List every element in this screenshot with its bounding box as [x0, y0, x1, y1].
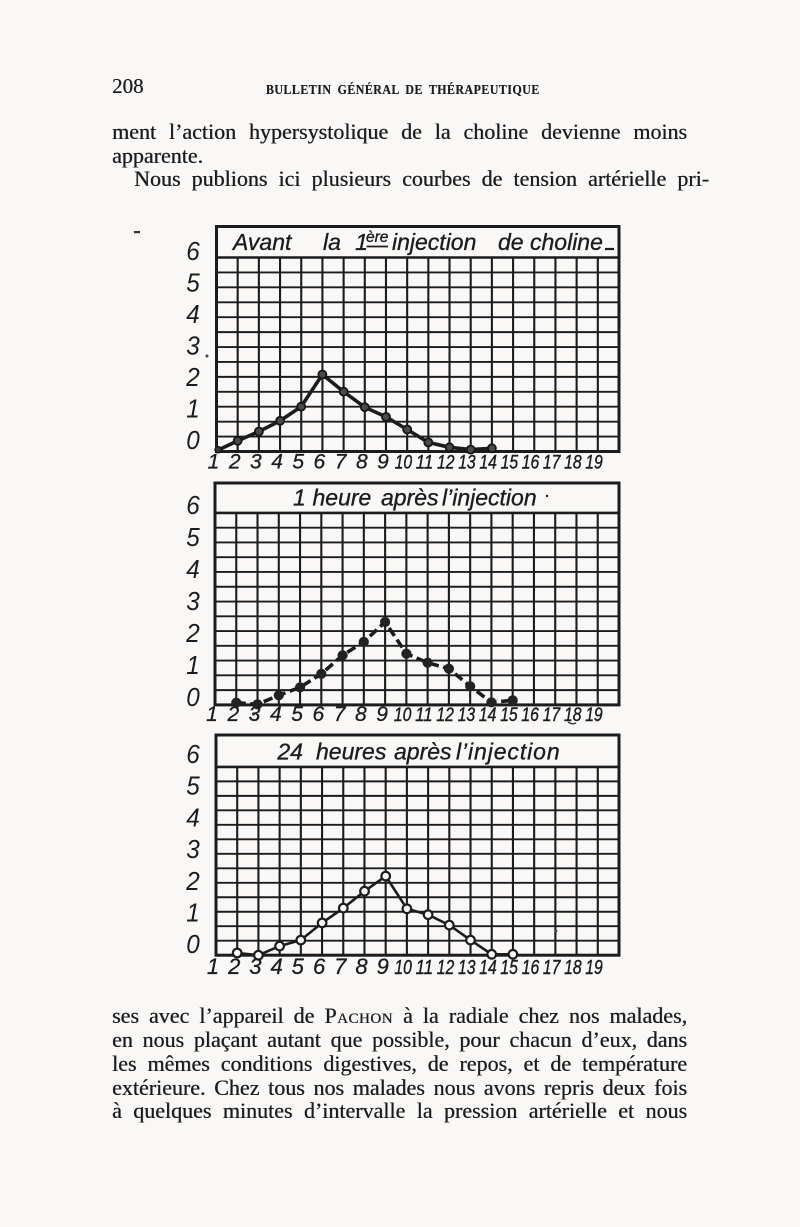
- svg-text:14: 14: [479, 705, 497, 726]
- svg-text:la: la: [323, 229, 341, 255]
- svg-text:3: 3: [186, 331, 200, 361]
- svg-text:1: 1: [186, 898, 200, 928]
- svg-text:9: 9: [377, 451, 389, 474]
- svg-text:12: 12: [436, 705, 454, 726]
- svg-text:après: après: [381, 485, 439, 511]
- svg-text:11: 11: [415, 705, 433, 726]
- svg-text:12: 12: [437, 453, 455, 474]
- svg-text:15: 15: [501, 453, 519, 474]
- svg-text:3: 3: [186, 834, 200, 864]
- svg-text:2: 2: [185, 866, 200, 896]
- svg-text:5: 5: [186, 522, 200, 552]
- svg-text:3: 3: [186, 586, 200, 616]
- svg-text:2: 2: [228, 451, 241, 474]
- svg-text:6: 6: [313, 954, 326, 979]
- svg-text:4: 4: [270, 703, 282, 726]
- svg-text:19: 19: [585, 453, 603, 474]
- svg-text:9: 9: [376, 703, 388, 726]
- svg-text:0: 0: [186, 682, 200, 712]
- svg-text:14: 14: [479, 453, 497, 474]
- svg-text:après: après: [394, 739, 452, 765]
- svg-text:2: 2: [227, 954, 240, 979]
- svg-text:heure: heure: [313, 485, 372, 511]
- svg-text:6: 6: [314, 451, 326, 474]
- svg-text:7: 7: [335, 451, 348, 474]
- svg-text:1: 1: [293, 485, 306, 511]
- svg-text:19: 19: [585, 957, 603, 979]
- svg-text:6: 6: [186, 236, 200, 266]
- svg-text:16: 16: [521, 705, 539, 726]
- svg-text:4: 4: [271, 451, 283, 474]
- svg-text:choline: choline: [530, 229, 603, 255]
- svg-text:13: 13: [458, 957, 476, 979]
- svg-text:6: 6: [312, 703, 324, 726]
- svg-text:9: 9: [377, 954, 389, 979]
- svg-text:17: 17: [543, 957, 561, 979]
- svg-text:2: 2: [226, 703, 239, 726]
- svg-text:11: 11: [416, 453, 434, 474]
- svg-text:10: 10: [395, 453, 413, 474]
- svg-text:0: 0: [186, 425, 200, 455]
- svg-text:4: 4: [186, 554, 200, 584]
- svg-text:14: 14: [479, 957, 497, 979]
- svg-text:1: 1: [206, 703, 218, 726]
- svg-text:13: 13: [458, 453, 476, 474]
- svg-text:16: 16: [522, 453, 540, 474]
- svg-text:8: 8: [356, 451, 368, 474]
- svg-text:1: 1: [355, 229, 368, 255]
- svg-text:heures: heures: [316, 739, 387, 765]
- svg-text:6: 6: [186, 490, 200, 520]
- svg-text:24: 24: [276, 739, 303, 765]
- svg-text:2: 2: [185, 362, 200, 392]
- svg-text:5: 5: [291, 703, 303, 726]
- svg-text:19: 19: [585, 705, 603, 726]
- svg-text:18: 18: [564, 705, 582, 726]
- svg-text:18: 18: [564, 453, 582, 474]
- svg-text:8: 8: [355, 954, 368, 979]
- svg-text:l’injection: l’injection: [442, 485, 537, 511]
- svg-text:11: 11: [416, 957, 434, 979]
- svg-text:5: 5: [292, 954, 305, 979]
- svg-text:12: 12: [437, 957, 455, 979]
- svg-text:4: 4: [186, 802, 200, 832]
- svg-text:18: 18: [564, 957, 582, 979]
- svg-text:17: 17: [543, 453, 562, 474]
- svg-text:0: 0: [186, 929, 200, 959]
- svg-text:4: 4: [186, 299, 200, 329]
- svg-text:2: 2: [185, 618, 200, 648]
- svg-text:Avant: Avant: [231, 229, 293, 255]
- svg-text:10: 10: [394, 705, 412, 726]
- svg-text:7: 7: [334, 703, 347, 726]
- svg-text:16: 16: [522, 957, 540, 979]
- svg-text:1: 1: [186, 650, 200, 680]
- svg-text:15: 15: [500, 957, 518, 979]
- svg-text:5: 5: [292, 451, 304, 474]
- svg-text:1: 1: [207, 954, 219, 979]
- svg-text:8: 8: [355, 703, 367, 726]
- svg-text:injection: injection: [392, 229, 476, 255]
- svg-text:5: 5: [186, 268, 200, 298]
- svg-text:ère: ère: [366, 229, 389, 246]
- svg-text:4: 4: [270, 954, 282, 979]
- svg-text:13: 13: [458, 705, 476, 726]
- svg-text:15: 15: [500, 705, 518, 726]
- svg-text:6: 6: [186, 739, 200, 769]
- svg-text:1: 1: [208, 451, 220, 474]
- svg-text:1: 1: [186, 394, 200, 424]
- svg-text:10: 10: [394, 957, 412, 979]
- svg-text:de: de: [498, 229, 524, 255]
- svg-text:3: 3: [250, 451, 262, 474]
- svg-text:17: 17: [543, 705, 562, 726]
- svg-text:5: 5: [186, 771, 200, 801]
- svg-text:7: 7: [334, 954, 347, 979]
- svg-text:l’injection: l’injection: [456, 739, 561, 765]
